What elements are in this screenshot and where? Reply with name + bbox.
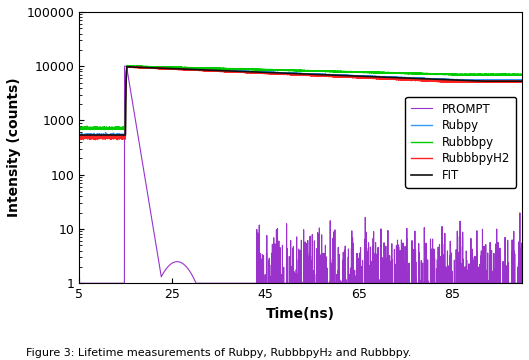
Rubbbpy [111, 127, 117, 131]
PROMPT [111, 281, 117, 285]
RubbbpyH2 [142, 66, 148, 70]
Rubpy [402, 76, 408, 80]
RubbbpyH2 [293, 72, 299, 77]
PROMPT [180, 262, 187, 266]
Rubbbpy [126, 64, 132, 68]
Line: RubbbpyH2: RubbbpyH2 [79, 67, 522, 140]
Rubpy [126, 64, 132, 69]
Rubbbpy [180, 66, 187, 70]
FIT [180, 67, 187, 71]
PROMPT [519, 281, 525, 285]
Legend: PROMPT, Rubpy, Rubbbpy, RubbbpyH2, FIT: PROMPT, Rubpy, Rubbbpy, RubbbpyH2, FIT [405, 97, 516, 188]
Rubbbpy [76, 126, 83, 131]
FIT [76, 133, 83, 137]
Line: Rubbbpy: Rubbbpy [79, 66, 522, 130]
Rubpy [76, 132, 83, 136]
Text: Figure 3: Lifetime measurements of Rubpy, RubbbpyH₂ and Rubbbpy.: Figure 3: Lifetime measurements of Rubpy… [26, 348, 412, 358]
PROMPT [293, 281, 299, 285]
Y-axis label: Intensity (counts): Intensity (counts) [7, 78, 21, 217]
RubbbpyH2 [180, 67, 187, 72]
FIT [142, 66, 148, 70]
X-axis label: Time(ns): Time(ns) [266, 307, 335, 321]
RubbbpyH2 [92, 138, 98, 142]
Rubpy [142, 65, 148, 69]
Line: PROMPT: PROMPT [79, 66, 522, 283]
FIT [519, 79, 525, 83]
PROMPT [121, 64, 127, 68]
PROMPT [142, 174, 148, 179]
FIT [402, 76, 408, 80]
Rubbbpy [519, 73, 525, 77]
RubbbpyH2 [402, 77, 408, 82]
PROMPT [449, 281, 455, 285]
Rubpy [293, 71, 299, 76]
Rubbbpy [449, 72, 455, 77]
Line: Rubpy: Rubpy [79, 67, 522, 138]
Rubbbpy [79, 127, 86, 132]
PROMPT [76, 281, 83, 285]
FIT [293, 72, 299, 76]
RubbbpyH2 [449, 80, 455, 84]
Rubpy [111, 132, 117, 137]
Rubpy [449, 77, 455, 82]
Rubpy [519, 78, 525, 82]
FIT [124, 65, 130, 69]
RubbbpyH2 [124, 64, 131, 69]
FIT [111, 133, 117, 137]
RubbbpyH2 [519, 80, 525, 84]
Line: FIT: FIT [79, 67, 522, 135]
Rubpy [117, 136, 124, 140]
Rubpy [180, 67, 187, 71]
PROMPT [402, 244, 408, 248]
Rubbbpy [402, 71, 408, 76]
FIT [449, 78, 455, 82]
RubbbpyH2 [76, 134, 83, 138]
RubbbpyH2 [111, 134, 117, 139]
Rubbbpy [293, 68, 299, 73]
Rubbbpy [142, 64, 148, 69]
